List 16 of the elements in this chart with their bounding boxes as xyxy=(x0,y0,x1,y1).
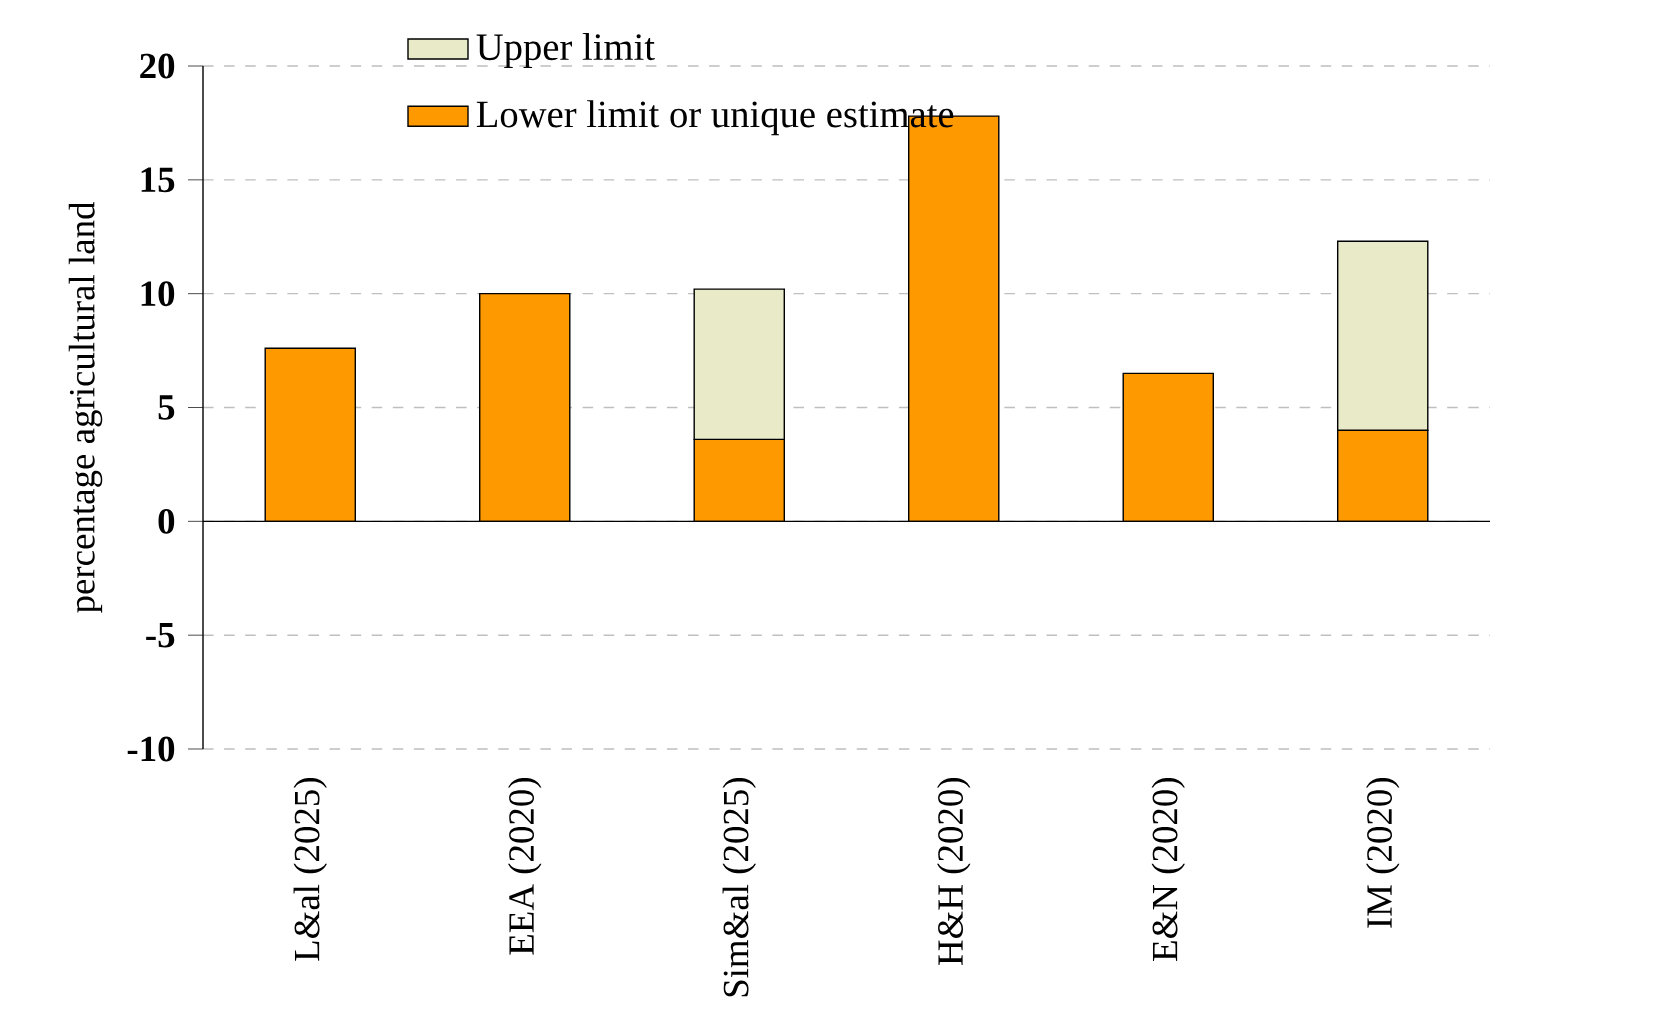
y-tick-label: 15 xyxy=(141,167,175,193)
y-axis-title: percentage agricultural land xyxy=(68,201,103,613)
y-tick-label: 10 xyxy=(141,281,175,307)
x-tick-label: E&N (2020) xyxy=(1151,778,1185,961)
y-tick-label: 20 xyxy=(140,53,175,79)
x-tick-label: L&al (2025) xyxy=(293,778,327,961)
legend-label: Lower limit or unique estimate xyxy=(476,100,954,136)
y-tick-label: 5 xyxy=(158,395,175,420)
y-tick-label: -10 xyxy=(127,736,175,762)
x-tick-label: EEA (2020) xyxy=(508,778,542,955)
y-tick-label: 0 xyxy=(158,508,175,534)
legend-label: Upper limit xyxy=(476,32,655,68)
x-tick-label: H&H (2020) xyxy=(937,778,971,965)
x-tick-label: Sim&al (2025) xyxy=(722,778,756,997)
x-tick-label: IM (2020) xyxy=(1366,778,1400,928)
y-tick-label: -5 xyxy=(146,622,175,648)
